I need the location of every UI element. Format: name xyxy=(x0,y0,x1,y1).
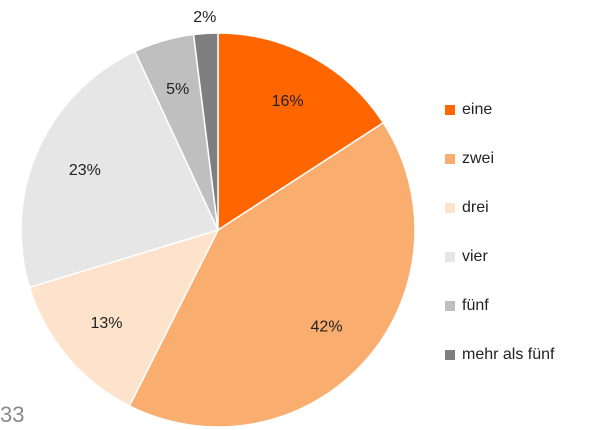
pie-slice xyxy=(128,121,416,428)
legend-label: fünf xyxy=(462,297,489,314)
legend-label: zwei xyxy=(462,150,494,167)
data-label: 23% xyxy=(69,162,101,179)
legend-label: mehr als fünf xyxy=(462,346,555,363)
legend-label: vier xyxy=(462,248,488,265)
legend-swatch xyxy=(445,105,455,115)
data-label: 16% xyxy=(272,93,304,110)
pie-slice xyxy=(20,50,220,289)
data-label: 42% xyxy=(311,319,343,336)
pie-slice xyxy=(192,32,219,231)
legend-swatch xyxy=(445,350,455,360)
data-label: 2% xyxy=(193,9,216,26)
legend-swatch xyxy=(445,203,455,213)
legend-label: drei xyxy=(462,199,489,216)
data-label: 13% xyxy=(90,315,122,332)
legend-swatch xyxy=(445,252,455,262)
legend-swatch xyxy=(445,154,455,164)
pie-slice xyxy=(28,228,220,407)
pie-slice xyxy=(217,32,385,232)
legend-swatch xyxy=(445,301,455,311)
legend-label: eine xyxy=(462,101,492,118)
data-label: 5% xyxy=(166,81,189,98)
page-number: 33 xyxy=(0,402,24,427)
